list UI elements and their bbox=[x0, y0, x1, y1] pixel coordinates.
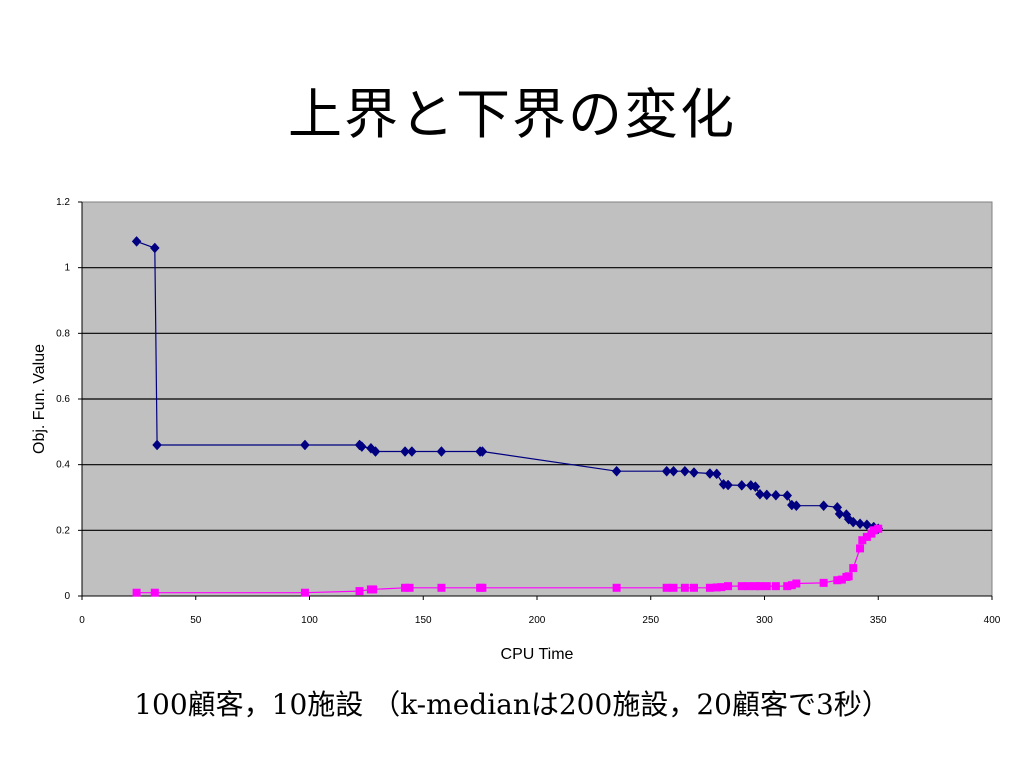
data-point bbox=[689, 467, 699, 478]
data-point bbox=[869, 526, 878, 535]
data-point bbox=[680, 583, 689, 592]
x-tick-label: 300 bbox=[756, 615, 773, 626]
data-point bbox=[717, 583, 726, 592]
slide-title: 上界と下界の変化 bbox=[288, 83, 736, 146]
data-point bbox=[792, 579, 801, 588]
data-point bbox=[761, 489, 772, 501]
slide-caption: 100顧客，10施設 （k-medianは200施設，20顧客で3秒） bbox=[134, 688, 890, 721]
y-axis-title: Obj. Fun. Value bbox=[31, 344, 48, 454]
data-point bbox=[762, 582, 771, 591]
data-point bbox=[401, 583, 410, 592]
data-point bbox=[834, 508, 845, 520]
x-tick-label: 350 bbox=[870, 615, 887, 626]
data-point bbox=[355, 587, 364, 596]
data-point bbox=[436, 446, 447, 457]
data-point bbox=[131, 236, 142, 247]
y-tick-label: 0.6 bbox=[56, 394, 70, 405]
data-point bbox=[771, 489, 781, 501]
data-point bbox=[724, 582, 733, 591]
data-point bbox=[711, 468, 722, 480]
data-point bbox=[744, 582, 753, 591]
data-point bbox=[737, 582, 746, 591]
data-point bbox=[661, 465, 672, 477]
x-tick-label: 50 bbox=[190, 615, 202, 626]
data-point bbox=[150, 588, 159, 597]
data-point bbox=[611, 465, 622, 477]
x-tick-label: 200 bbox=[529, 615, 546, 626]
data-point bbox=[862, 532, 871, 541]
data-point bbox=[712, 583, 721, 592]
data-point bbox=[300, 439, 310, 451]
data-point bbox=[858, 536, 867, 545]
data-point bbox=[300, 588, 309, 597]
data-point bbox=[705, 468, 715, 479]
data-point bbox=[370, 446, 381, 457]
x-tick-label: 0 bbox=[79, 615, 85, 626]
data-point bbox=[437, 583, 446, 592]
data-point bbox=[612, 583, 621, 592]
data-point bbox=[478, 583, 487, 592]
data-point bbox=[833, 576, 842, 585]
data-point bbox=[400, 446, 410, 457]
data-point bbox=[791, 500, 802, 512]
x-tick-label: 250 bbox=[642, 615, 659, 626]
y-tick-label: 0 bbox=[64, 591, 70, 602]
data-point bbox=[755, 582, 764, 591]
data-point bbox=[152, 439, 162, 451]
data-point bbox=[782, 490, 793, 501]
data-point bbox=[874, 524, 883, 533]
data-point bbox=[356, 441, 367, 452]
data-point bbox=[751, 582, 760, 591]
data-point bbox=[132, 588, 141, 597]
data-point bbox=[755, 488, 765, 500]
data-point bbox=[855, 518, 865, 530]
x-tick-label: 100 bbox=[301, 615, 318, 626]
data-point bbox=[844, 572, 853, 581]
data-point bbox=[149, 242, 160, 254]
data-point bbox=[680, 465, 690, 477]
y-tick-label: 0.4 bbox=[56, 460, 70, 471]
data-point bbox=[750, 481, 761, 493]
x-axis-title: CPU Time bbox=[501, 646, 574, 663]
x-tick-label: 150 bbox=[415, 615, 432, 626]
data-point bbox=[405, 583, 414, 592]
y-tick-label: 1 bbox=[64, 263, 70, 274]
data-point bbox=[848, 516, 859, 528]
data-point bbox=[849, 564, 858, 573]
y-tick-label: 0.8 bbox=[56, 328, 70, 339]
data-point bbox=[736, 479, 747, 491]
data-point bbox=[856, 544, 865, 553]
data-point bbox=[407, 446, 417, 457]
data-point bbox=[783, 582, 792, 591]
data-point bbox=[669, 583, 678, 592]
y-tick-label: 1.2 bbox=[56, 197, 70, 208]
data-point bbox=[668, 465, 679, 477]
data-point bbox=[662, 583, 671, 592]
data-point bbox=[477, 446, 488, 457]
y-tick-label: 0.2 bbox=[56, 525, 70, 536]
data-point bbox=[771, 582, 780, 591]
data-point bbox=[819, 578, 828, 587]
x-tick-label: 400 bbox=[984, 615, 1001, 626]
data-point bbox=[369, 585, 378, 594]
data-point bbox=[705, 583, 714, 592]
data-point bbox=[787, 581, 796, 590]
data-point bbox=[723, 479, 733, 491]
data-point bbox=[689, 583, 698, 592]
data-point bbox=[837, 575, 846, 584]
data-point bbox=[818, 500, 829, 512]
